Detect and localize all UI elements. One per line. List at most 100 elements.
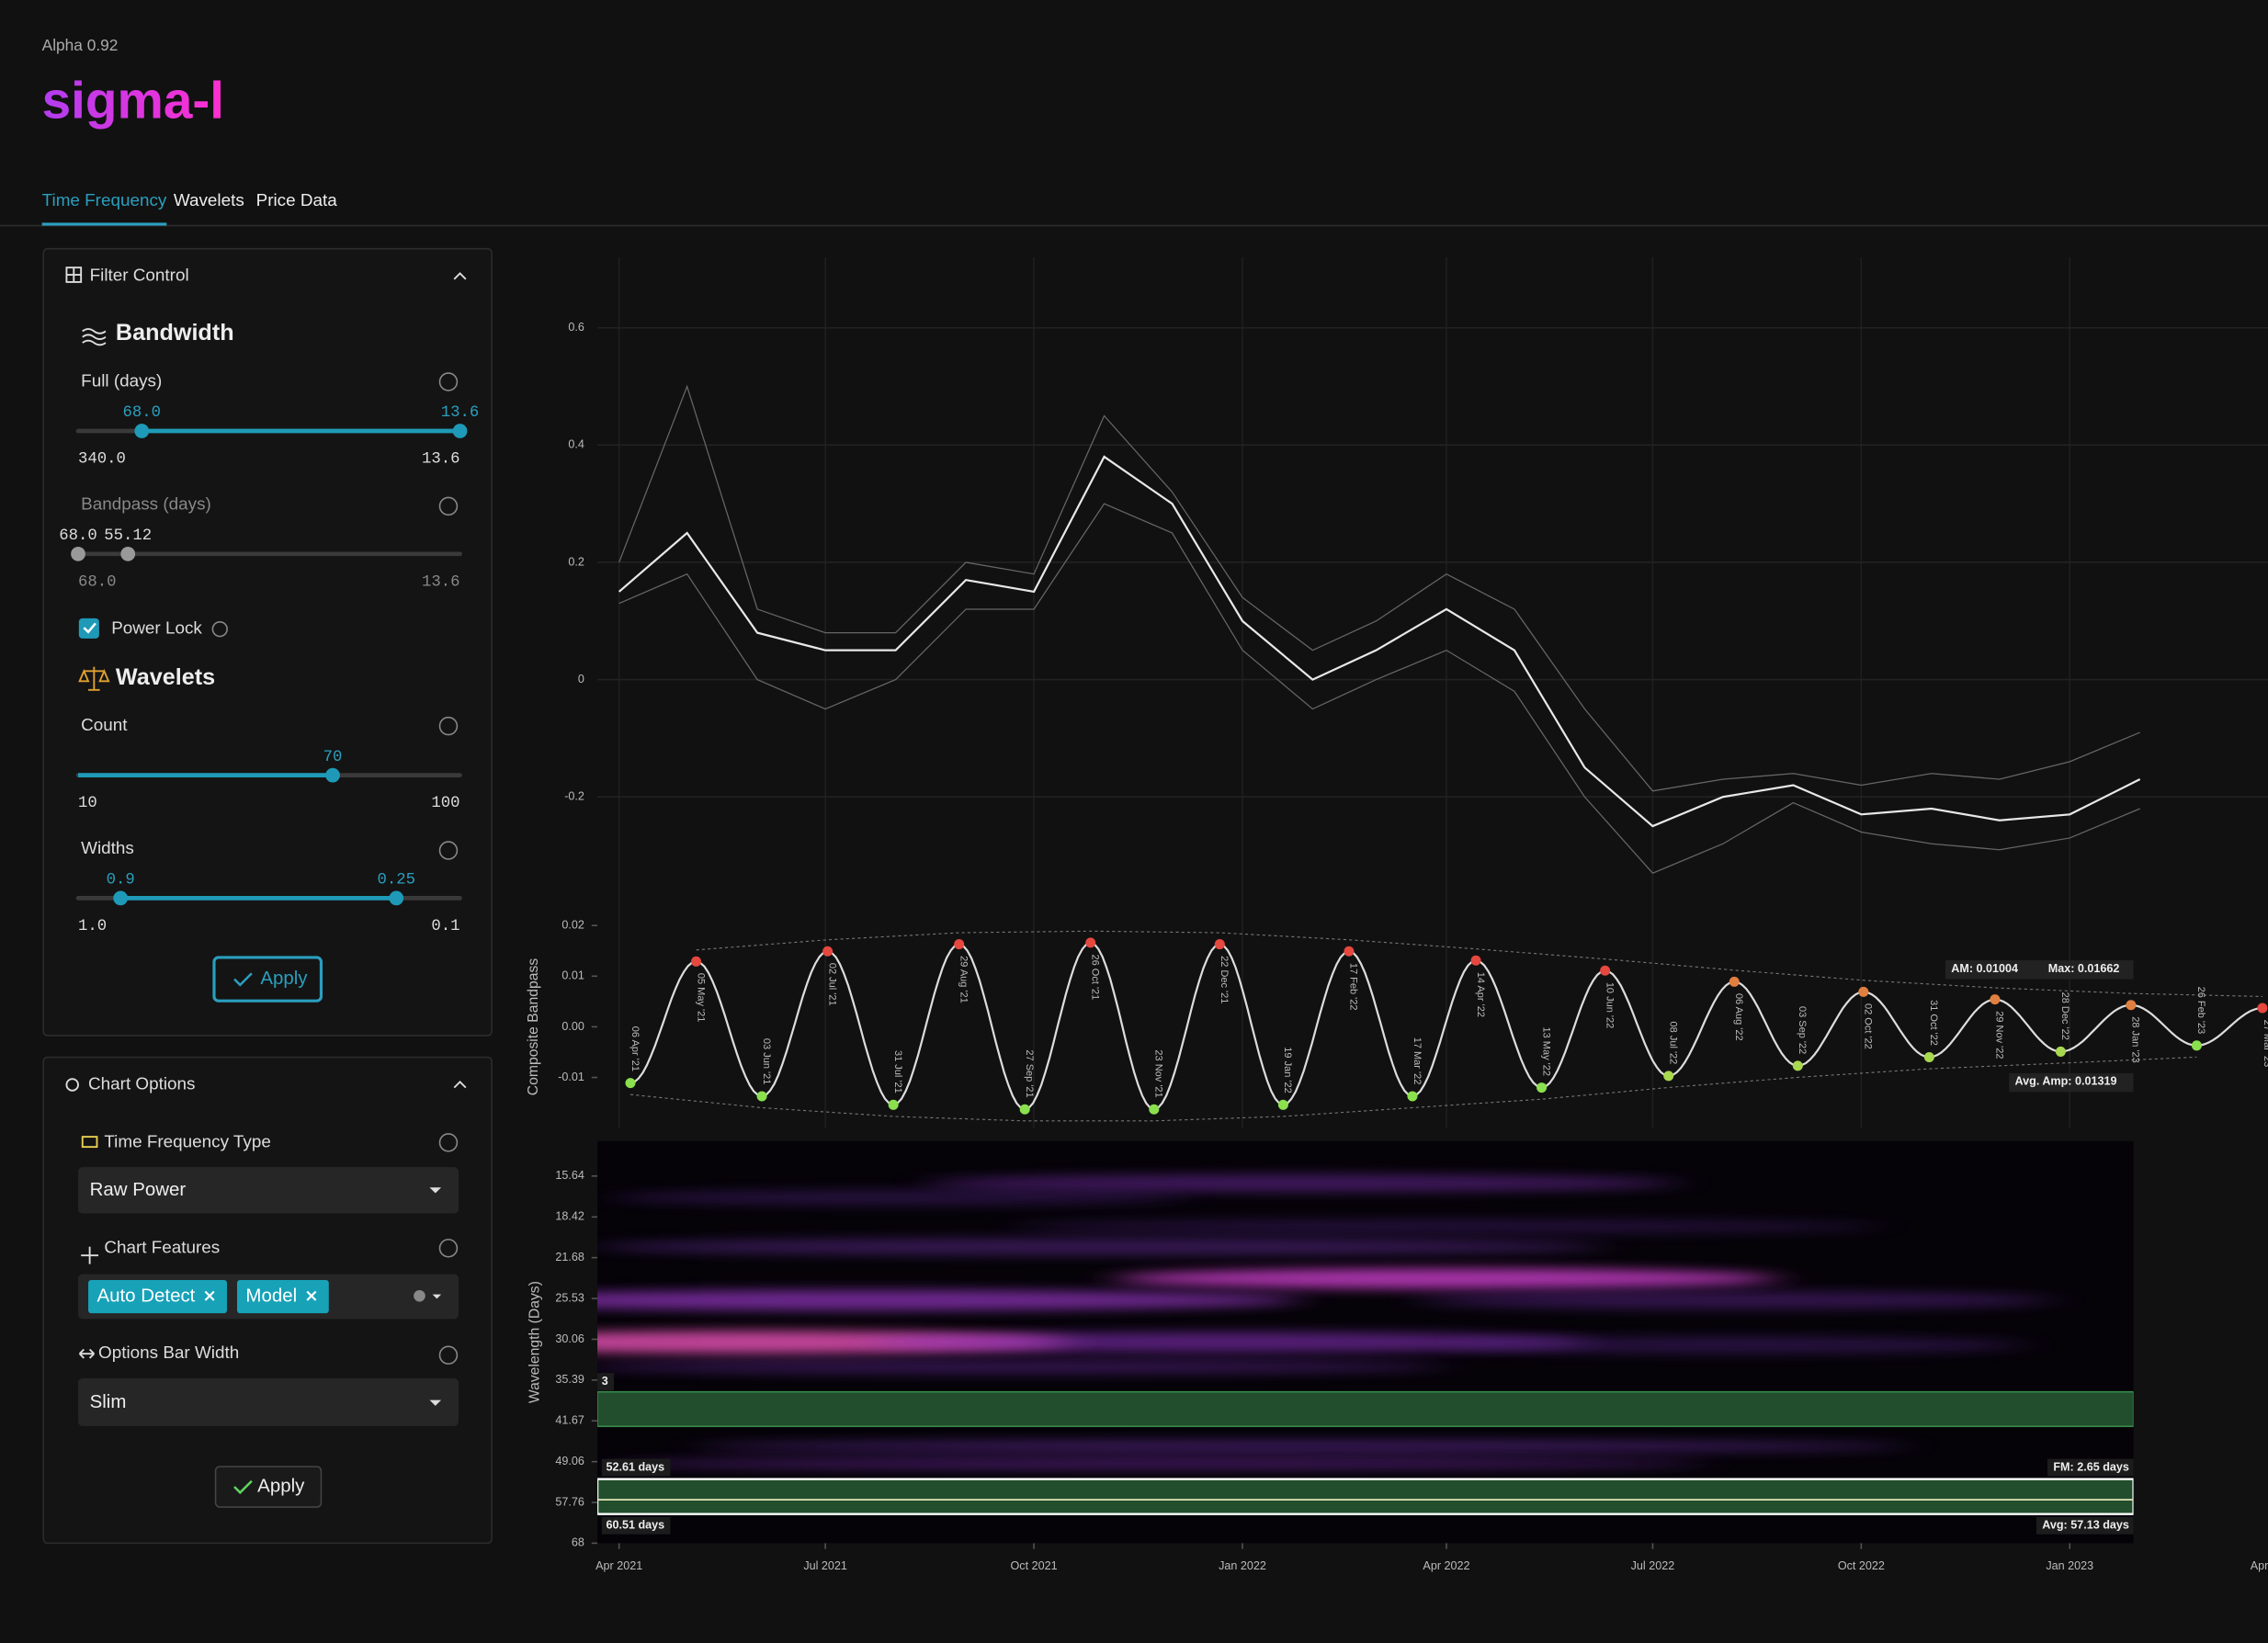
- plot: [625, 930, 2268, 1122]
- annotation-box: [1945, 960, 2134, 980]
- slider-min: 10: [78, 795, 97, 812]
- price-line: [618, 503, 2140, 874]
- slider-handle[interactable]: [71, 546, 85, 561]
- slider-handle[interactable]: [120, 546, 136, 561]
- help-icons: [211, 372, 459, 1365]
- power-blob: [597, 1289, 1302, 1310]
- checkbox[interactable]: [78, 618, 99, 639]
- icons: [65, 266, 467, 1359]
- apply-button[interactable]: [212, 956, 323, 1003]
- slider-handle[interactable]: [134, 424, 150, 438]
- turning-point: [1085, 937, 1096, 948]
- panel-title: Filter Control: [90, 266, 189, 286]
- turning-point-label: 31 Jul '21: [892, 1050, 903, 1093]
- turning-point: [1858, 986, 1869, 997]
- type-select[interactable]: [78, 1167, 459, 1214]
- collapse-icon[interactable]: [453, 272, 467, 1089]
- help-icon[interactable]: [438, 1345, 459, 1365]
- slider-value: 68.0: [59, 527, 97, 545]
- apply-button[interactable]: [214, 1466, 323, 1508]
- slider-handle[interactable]: [452, 424, 468, 438]
- caret: [432, 1294, 442, 1299]
- slider-label: Widths: [81, 839, 134, 858]
- power-blob: [597, 1238, 1605, 1256]
- turning-point: [2257, 1003, 2268, 1014]
- turning-point: [954, 939, 965, 950]
- plot: [618, 384, 2141, 874]
- label-box: [597, 1373, 615, 1391]
- power-blob: [1417, 1291, 2055, 1309]
- y-tick-label: 30.06: [555, 1332, 584, 1345]
- slider-handle[interactable]: [389, 890, 404, 906]
- band-label: FM: 2.65 days: [2053, 1460, 2129, 1473]
- help-icon[interactable]: [438, 841, 459, 860]
- slider-max: 13.6: [422, 573, 460, 591]
- help-icon[interactable]: [438, 716, 459, 736]
- help-icon[interactable]: [211, 621, 228, 638]
- version: Alpha 0.92: [42, 36, 119, 54]
- tag-label: Auto Detect: [96, 1285, 195, 1306]
- turning-point-label: 03 Jun '21: [761, 1038, 772, 1084]
- turning-point-label: 13 May '22: [1540, 1027, 1551, 1076]
- x-tick-label: Jul 2021: [803, 1559, 847, 1572]
- power-blob: [1113, 1268, 1779, 1289]
- y-tick-label: 0.02: [561, 918, 584, 931]
- turning-point-label: 27 Mar '23: [2262, 1020, 2268, 1068]
- clear-icon[interactable]: [414, 1289, 425, 1302]
- y-tick-label: 35.39: [555, 1373, 584, 1386]
- tag-remove[interactable]: [204, 1290, 215, 1301]
- help-icon[interactable]: [438, 1133, 459, 1152]
- slider-value: 0.25: [378, 872, 416, 889]
- slider-handle[interactable]: [325, 767, 340, 783]
- plus-icon: [81, 1246, 99, 1264]
- help-icon[interactable]: [438, 372, 459, 391]
- y-tick-label: 21.68: [555, 1251, 584, 1263]
- grid-icon: [66, 267, 82, 282]
- turning-point: [691, 956, 702, 967]
- turning-point: [1729, 976, 1740, 987]
- type-icon: [81, 1136, 98, 1149]
- section-title: Wavelets: [116, 664, 215, 690]
- bandpass-line: [629, 941, 2263, 1111]
- y-axis-label: Composite Bandpass: [526, 958, 541, 1096]
- help-icon[interactable]: [438, 1239, 459, 1258]
- turning-point-label: 29 Nov '22: [1994, 1011, 2005, 1059]
- turning-point-label: 26 Feb '23: [2195, 987, 2206, 1035]
- turning-point: [1663, 1071, 1674, 1082]
- tab[interactable]: Wavelets: [174, 191, 244, 210]
- y-tick-label: 0.4: [568, 438, 584, 451]
- turning-point-label: 02 Jul '21: [826, 963, 837, 1006]
- tab[interactable]: Price Data: [256, 191, 338, 210]
- tab[interactable]: Time Frequency: [42, 191, 167, 210]
- width-select[interactable]: [78, 1377, 459, 1426]
- power-blob: [868, 1331, 1592, 1353]
- help-icon[interactable]: [438, 496, 459, 516]
- y-axis-label: Wavelength (Days): [527, 1281, 543, 1403]
- x-tick-label: Jan 2022: [1219, 1559, 1266, 1572]
- heatmap: [597, 1174, 2134, 1515]
- tag[interactable]: [237, 1279, 329, 1314]
- y-tick-label: -0.2: [564, 790, 584, 803]
- x-tick-label: Apr 2021: [595, 1559, 642, 1572]
- slider-value: 0.9: [107, 872, 135, 889]
- y-tick-label: 0.6: [568, 321, 584, 334]
- turning-point: [1470, 955, 1481, 966]
- turning-point-label: 05 May '21: [695, 973, 706, 1022]
- turning-point-label: 06 Apr '21: [629, 1026, 641, 1071]
- envelope: [629, 1056, 2197, 1122]
- slider-handle[interactable]: [113, 890, 129, 906]
- turning-point: [1149, 1104, 1160, 1115]
- turning-point: [1923, 1051, 1934, 1063]
- y-tick-label: -0.01: [558, 1071, 584, 1083]
- power-blob: [597, 1359, 1446, 1375]
- cycle-band: [597, 1478, 2134, 1515]
- y-tick-label: 0: [578, 673, 584, 686]
- tag-remove[interactable]: [306, 1290, 317, 1301]
- annotation: Max: 0.01662: [2048, 962, 2120, 975]
- check-icon: [233, 1479, 253, 1495]
- power-blob: [607, 1457, 1707, 1470]
- band-label: 52.61 days: [607, 1460, 665, 1473]
- tag[interactable]: [88, 1279, 227, 1314]
